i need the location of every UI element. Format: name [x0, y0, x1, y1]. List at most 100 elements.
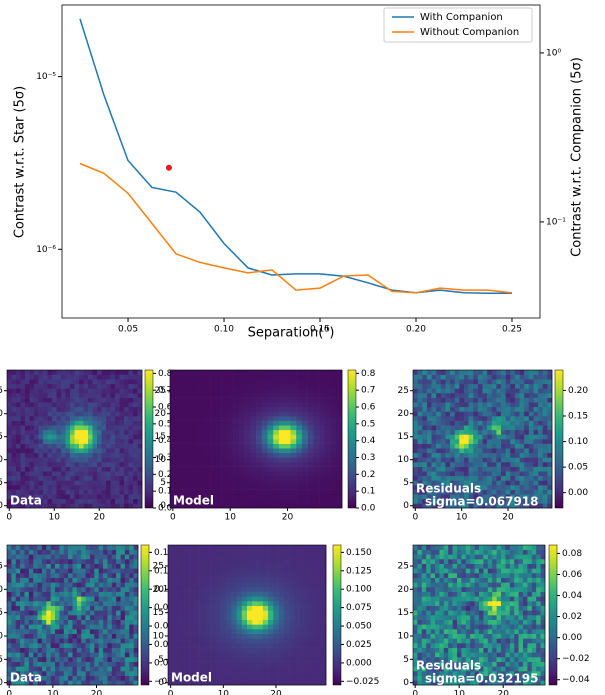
image-pixel	[173, 619, 179, 625]
image-pixel	[92, 494, 98, 500]
image-pixel	[435, 657, 440, 662]
image-pixel	[301, 443, 308, 449]
image-pixel	[170, 393, 177, 398]
image-pixel	[215, 443, 222, 449]
image-pixel	[129, 577, 134, 583]
image-pixel	[70, 420, 75, 426]
image-pixel	[192, 370, 199, 375]
image-pixel	[330, 443, 337, 449]
image-pixel	[85, 629, 91, 634]
image-pixel	[443, 671, 449, 676]
y-tick-label: 20	[398, 409, 410, 419]
image-pixel	[133, 554, 139, 560]
image-pixel	[72, 582, 78, 588]
image-pixel	[487, 411, 493, 417]
image-pixel	[11, 619, 17, 625]
image-pixel	[204, 643, 211, 648]
image-pixel	[267, 411, 274, 417]
image-pixel	[473, 503, 479, 509]
image-pixel	[510, 452, 516, 458]
image-pixel	[204, 416, 211, 421]
image-pixel	[199, 577, 206, 583]
image-pixel	[7, 568, 12, 574]
image-pixel	[268, 573, 274, 578]
image-pixel	[473, 411, 479, 417]
image-pixel	[524, 379, 530, 385]
image-pixel	[319, 429, 326, 435]
image-pixel	[37, 577, 43, 583]
image-pixel	[55, 619, 60, 625]
image-pixel	[310, 647, 316, 653]
image-pixel	[204, 657, 211, 662]
image-pixel	[74, 397, 80, 403]
image-pixel	[241, 610, 248, 616]
image-pixel	[505, 485, 511, 490]
image-pixel	[116, 643, 121, 648]
image-pixel	[97, 471, 102, 477]
image-pixel	[33, 568, 38, 574]
image-pixel	[43, 383, 48, 389]
image-pixel	[70, 457, 75, 463]
image-pixel	[88, 393, 93, 398]
image-pixel	[413, 489, 418, 495]
image-pixel	[236, 652, 243, 658]
image-pixel	[256, 457, 263, 463]
image-pixel	[34, 429, 39, 435]
image-pixel	[79, 498, 84, 504]
image-pixel	[231, 624, 237, 630]
image-pixel	[65, 397, 71, 403]
image-pixel	[133, 370, 138, 375]
image-pixel	[170, 457, 177, 463]
image-pixel	[528, 434, 534, 440]
image-pixel	[137, 383, 143, 389]
image-pixel	[452, 643, 458, 648]
image-pixel	[315, 675, 322, 681]
image-pixel	[94, 615, 99, 620]
image-pixel	[482, 471, 488, 477]
image-pixel	[524, 439, 530, 444]
image-pixel	[454, 416, 460, 421]
image-pixel	[97, 457, 102, 463]
image-pixel	[454, 475, 460, 481]
image-pixel	[11, 624, 17, 630]
image-pixel	[236, 671, 243, 676]
image-pixel	[238, 452, 245, 458]
image-pixel	[267, 494, 274, 500]
image-pixel	[273, 549, 279, 555]
image-pixel	[97, 443, 102, 449]
image-pixel	[124, 549, 130, 555]
image-pixel	[278, 545, 285, 550]
image-pixel	[290, 397, 297, 403]
image-pixel	[457, 647, 462, 653]
image-pixel	[61, 425, 66, 431]
image-pixel	[34, 406, 39, 412]
image-pixel	[547, 475, 553, 481]
image-pixel	[482, 383, 488, 389]
image-pixel	[261, 480, 268, 486]
image-pixel	[505, 416, 511, 421]
image-pixel	[307, 466, 314, 472]
image-pixel	[128, 420, 134, 426]
image-pixel	[315, 577, 322, 583]
image-pixel	[244, 457, 251, 463]
image-pixel	[199, 563, 206, 569]
image-pixel	[94, 666, 99, 672]
image-pixel	[189, 549, 195, 555]
image-pixel	[107, 671, 113, 676]
image-pixel	[236, 577, 243, 583]
image-pixel	[41, 563, 47, 569]
image-pixel	[538, 485, 544, 490]
image-pixel	[256, 480, 263, 486]
image-pixel	[74, 485, 80, 490]
image-pixel	[527, 680, 533, 686]
image-pixel	[204, 498, 211, 504]
image-pixel	[231, 577, 237, 583]
image-pixel	[107, 596, 113, 602]
image-pixel	[417, 503, 423, 509]
image-pixel	[283, 657, 290, 662]
image-pixel	[56, 489, 62, 495]
image-pixel	[256, 420, 263, 426]
image-pixel	[482, 406, 488, 412]
image-pixel	[336, 480, 343, 486]
image-pixel	[221, 466, 228, 472]
